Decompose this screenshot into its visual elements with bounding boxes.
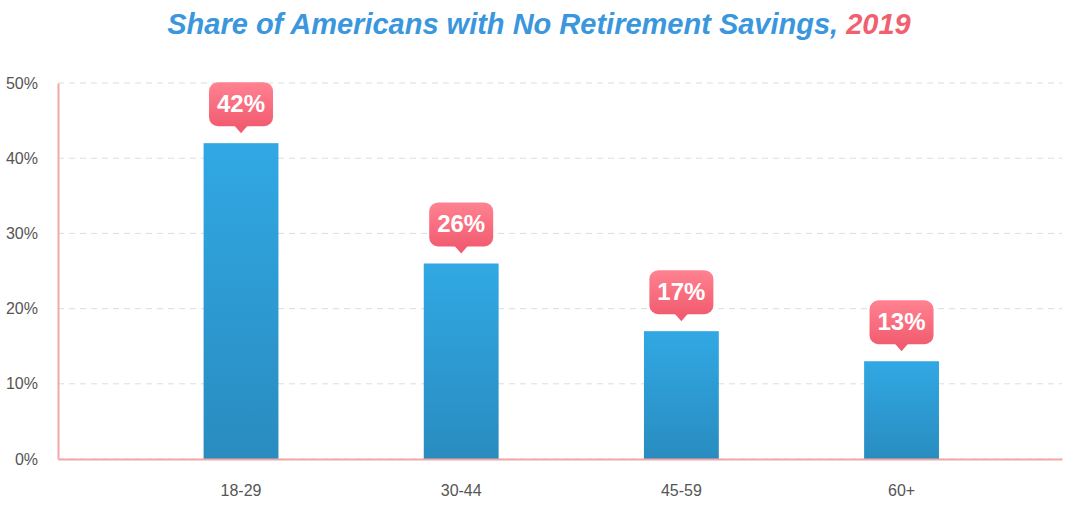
x-tick-label: 60+ [888, 482, 915, 499]
x-tick: 45-59 [661, 459, 702, 499]
x-tick: 60+ [888, 459, 915, 499]
y-tick: 50% [6, 75, 58, 92]
bars [204, 143, 939, 459]
title: Share of Americans with No Retirement Sa… [167, 8, 911, 40]
y-axis: 0% 10% 20% 30% 40% 50% [6, 75, 59, 468]
chart: Share of Americans with No Retirement Sa… [0, 0, 1078, 506]
data-label-text: 26% [437, 210, 485, 237]
data-label-box [870, 300, 934, 344]
data-labels: 42% 26% 17% 13% [209, 82, 934, 351]
bar [644, 331, 719, 459]
data-label-text: 17% [657, 278, 705, 305]
x-tick-label: 18-29 [221, 482, 262, 499]
y-tick: 0% [15, 451, 58, 468]
y-tick: 30% [6, 225, 58, 242]
grid-line [58, 459, 1062, 460]
data-label-text: 13% [878, 308, 926, 335]
y-tick-label: 50% [6, 75, 38, 92]
bar [204, 143, 279, 459]
y-tick: 40% [6, 150, 58, 167]
title-part: 2019 [845, 8, 911, 40]
x-axis: 18-29 30-44 45-59 60+ [59, 459, 1063, 499]
y-axis-line [58, 84, 60, 460]
title-part: Share of Americans with No Retirement Sa… [167, 8, 846, 40]
x-axis-line [59, 459, 1063, 461]
data-label: 26% [429, 202, 493, 253]
y-tick-label: 40% [6, 150, 38, 167]
data-label-box [209, 82, 273, 126]
data-label-pointer [454, 245, 468, 253]
bar [424, 263, 499, 459]
data-label: 42% [209, 82, 273, 133]
y-tick-label: 10% [6, 375, 38, 392]
grid [58, 83, 1062, 459]
x-tick: 30-44 [441, 459, 482, 499]
y-tick: 20% [6, 300, 58, 317]
data-label: 13% [870, 300, 934, 351]
y-tick: 10% [6, 375, 58, 392]
data-label: 17% [649, 270, 713, 321]
x-tick-label: 30-44 [441, 482, 482, 499]
bar [864, 361, 939, 459]
data-label-box [429, 202, 493, 246]
x-tick-label: 45-59 [661, 482, 702, 499]
data-label-box [649, 270, 713, 314]
grid-line [58, 83, 1062, 84]
data-label-pointer [895, 343, 909, 351]
x-tick: 18-29 [221, 459, 262, 499]
data-label-pointer [234, 125, 248, 133]
y-tick-label: 0% [15, 451, 38, 468]
y-tick-label: 20% [6, 300, 38, 317]
data-label-text: 42% [217, 90, 265, 117]
data-label-pointer [674, 313, 688, 321]
y-tick-label: 30% [6, 225, 38, 242]
